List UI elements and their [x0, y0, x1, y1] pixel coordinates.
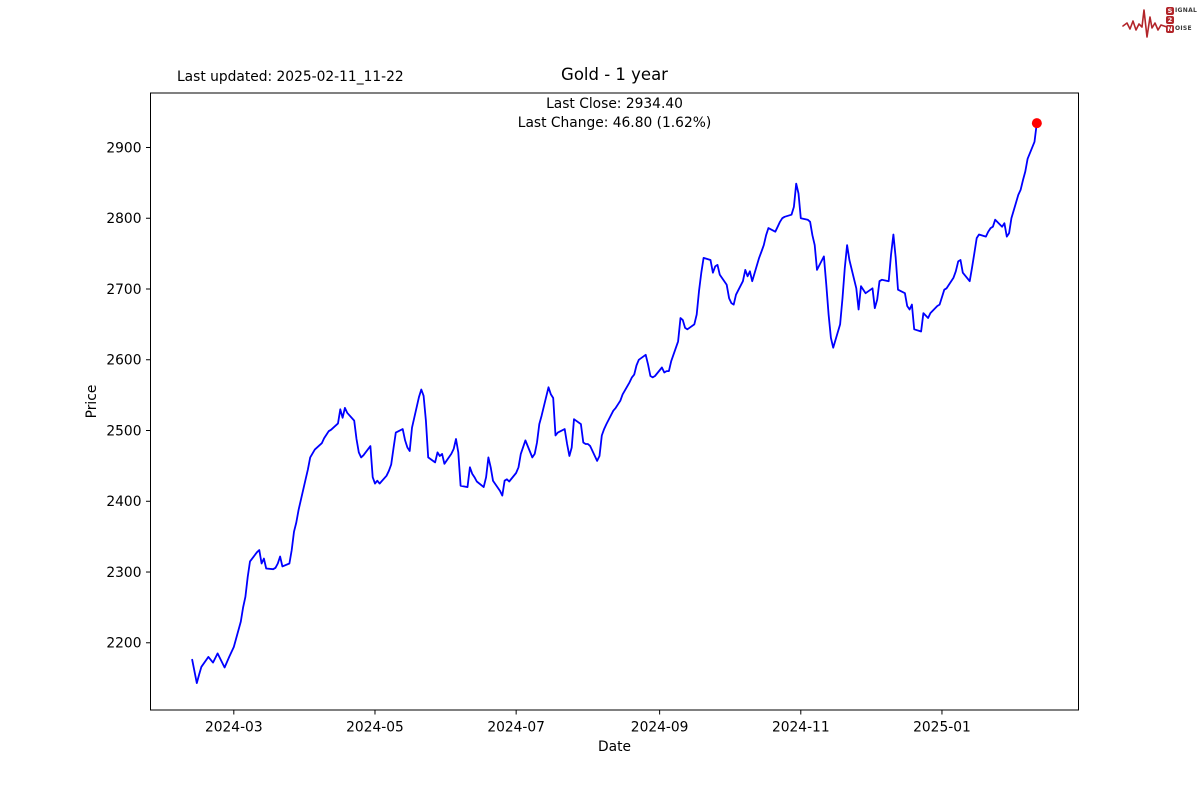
last-updated-text: Last updated: 2025-02-11_11-22 — [177, 69, 404, 85]
y-tick-label: 2800 — [106, 211, 141, 227]
plot-border — [150, 92, 1079, 711]
logo-text: S IGNAL 2 N OISE — [1166, 7, 1197, 34]
logo-rest-ignal: IGNAL — [1175, 7, 1198, 14]
logo-letterbox-s: S — [1166, 7, 1174, 15]
y-tick-label: 2200 — [106, 636, 141, 652]
x-tick-label: 2024-07 — [487, 720, 545, 736]
x-tick-label: 2024-05 — [346, 720, 404, 736]
y-tick-label: 2400 — [106, 494, 141, 510]
x-tick-label: 2025-01 — [913, 720, 971, 736]
logo-row-noise: N OISE — [1166, 25, 1197, 33]
signal2noise-logo: S IGNAL 2 N OISE — [1122, 3, 1198, 41]
logo-letterbox-2: 2 — [1166, 16, 1174, 24]
last-close-marker — [1031, 118, 1042, 129]
heartbeat-waveform-icon — [1122, 9, 1168, 38]
x-tick-label: 2024-09 — [631, 720, 689, 736]
logo-rest-oise: OISE — [1175, 25, 1192, 32]
y-tick-label: 2500 — [106, 423, 141, 439]
last-change-annotation: Last Change: 46.80 (1.62%) — [517, 115, 712, 131]
y-axis-label: Price — [84, 385, 100, 419]
y-tick-label: 2600 — [106, 353, 141, 369]
chart-title: Gold - 1 year — [561, 65, 668, 84]
x-axis-label: Date — [598, 739, 631, 755]
y-tick-label: 2900 — [106, 140, 141, 156]
logo-letterbox-n: N — [1166, 25, 1174, 33]
x-tick-label: 2024-03 — [205, 720, 263, 736]
y-tick-label: 2300 — [106, 565, 141, 581]
logo-row-signal: S IGNAL — [1166, 7, 1197, 15]
price-line — [191, 122, 1038, 684]
y-tick-label: 2700 — [106, 282, 141, 298]
last-close-annotation: Last Close: 2934.40 — [546, 96, 683, 112]
logo-row-2: 2 — [1166, 16, 1197, 24]
x-tick-label: 2024-11 — [772, 720, 830, 736]
